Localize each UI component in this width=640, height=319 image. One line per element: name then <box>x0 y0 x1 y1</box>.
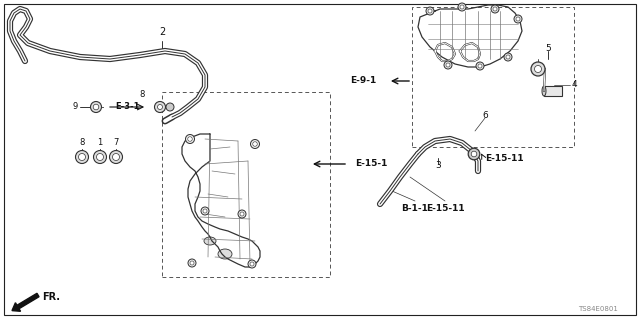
Circle shape <box>478 64 482 68</box>
Bar <box>162 92 330 277</box>
Circle shape <box>188 259 196 267</box>
Circle shape <box>93 104 99 110</box>
Circle shape <box>506 55 510 59</box>
Text: E-15-11: E-15-11 <box>485 154 524 164</box>
Circle shape <box>458 3 466 11</box>
Bar <box>412 7 574 147</box>
Circle shape <box>166 103 174 111</box>
Circle shape <box>476 62 484 70</box>
Circle shape <box>90 101 102 113</box>
Bar <box>544 86 562 96</box>
Text: 4: 4 <box>572 80 578 90</box>
Circle shape <box>250 262 254 266</box>
Circle shape <box>201 207 209 215</box>
Text: B-1-1: B-1-1 <box>401 204 428 213</box>
Text: 7: 7 <box>113 138 118 147</box>
Circle shape <box>186 135 195 144</box>
Circle shape <box>428 9 432 13</box>
Circle shape <box>113 153 120 160</box>
Circle shape <box>190 261 194 265</box>
Text: TS84E0801: TS84E0801 <box>578 306 618 312</box>
Circle shape <box>76 151 88 164</box>
Text: E-3-1: E-3-1 <box>115 102 140 112</box>
Circle shape <box>491 5 499 13</box>
Circle shape <box>460 5 464 9</box>
Text: FR.: FR. <box>42 292 60 302</box>
Circle shape <box>426 7 434 15</box>
Text: 5: 5 <box>545 44 551 54</box>
Circle shape <box>238 210 246 218</box>
Circle shape <box>79 153 86 160</box>
Text: E-9-1: E-9-1 <box>349 77 376 85</box>
Circle shape <box>240 212 244 216</box>
Circle shape <box>493 7 497 11</box>
Ellipse shape <box>218 249 232 259</box>
Text: 1: 1 <box>97 138 102 147</box>
Circle shape <box>534 65 541 72</box>
FancyArrow shape <box>12 293 39 311</box>
Circle shape <box>444 61 452 69</box>
Circle shape <box>93 151 106 164</box>
Text: 9: 9 <box>73 102 78 112</box>
Circle shape <box>516 17 520 21</box>
Text: E-15-11: E-15-11 <box>426 204 464 213</box>
Circle shape <box>203 209 207 213</box>
Circle shape <box>188 137 192 141</box>
Circle shape <box>250 139 259 149</box>
Ellipse shape <box>204 237 216 245</box>
Circle shape <box>471 151 477 157</box>
Text: E-15-1: E-15-1 <box>355 160 387 168</box>
Ellipse shape <box>542 86 546 96</box>
Circle shape <box>514 15 522 23</box>
Text: 6: 6 <box>482 112 488 121</box>
Circle shape <box>253 142 257 146</box>
Text: 2: 2 <box>159 27 165 37</box>
Circle shape <box>446 63 450 67</box>
Circle shape <box>531 62 545 76</box>
Text: 3: 3 <box>435 161 441 170</box>
Circle shape <box>504 53 512 61</box>
Circle shape <box>157 105 163 109</box>
Circle shape <box>248 260 256 268</box>
Text: 8: 8 <box>140 90 145 99</box>
Circle shape <box>97 153 104 160</box>
Text: 8: 8 <box>79 138 84 147</box>
Circle shape <box>154 101 166 113</box>
Circle shape <box>468 148 480 160</box>
Circle shape <box>109 151 122 164</box>
